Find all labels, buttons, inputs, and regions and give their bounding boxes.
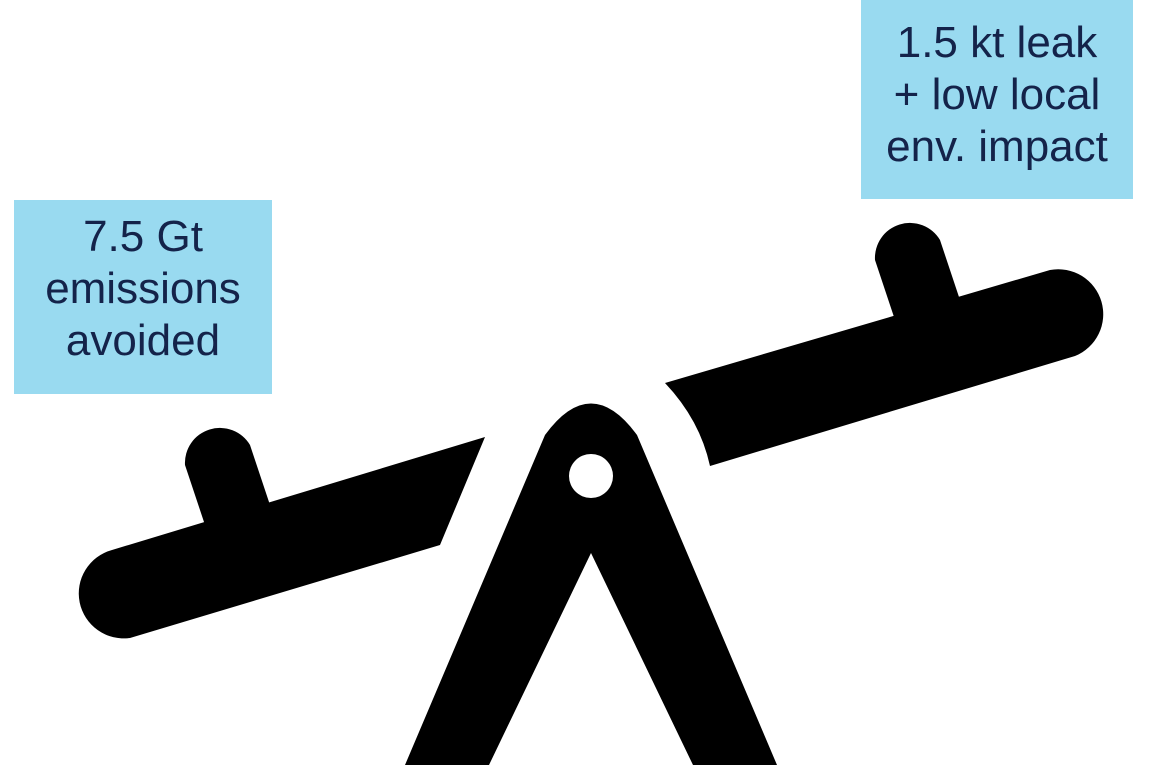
- left-seat-handle: [184, 427, 270, 525]
- pivot-hole: [569, 454, 613, 498]
- seesaw-fulcrum: [405, 403, 777, 765]
- left-board: [78, 437, 485, 639]
- label-line: emissions: [45, 264, 241, 313]
- label-line: 1.5 kt leak: [896, 18, 1098, 67]
- right-seat-handle: [874, 222, 960, 320]
- right-board: [665, 269, 1104, 466]
- label-line: + low local: [893, 70, 1101, 119]
- label-line: env. impact: [886, 122, 1108, 171]
- label-line: avoided: [65, 316, 221, 365]
- label-emissions-avoided: 7.5 Gt emissions avoided: [14, 200, 272, 394]
- label-line: 7.5 Gt: [83, 212, 203, 261]
- label-leak-impact: 1.5 kt leak + low local env. impact: [861, 0, 1133, 199]
